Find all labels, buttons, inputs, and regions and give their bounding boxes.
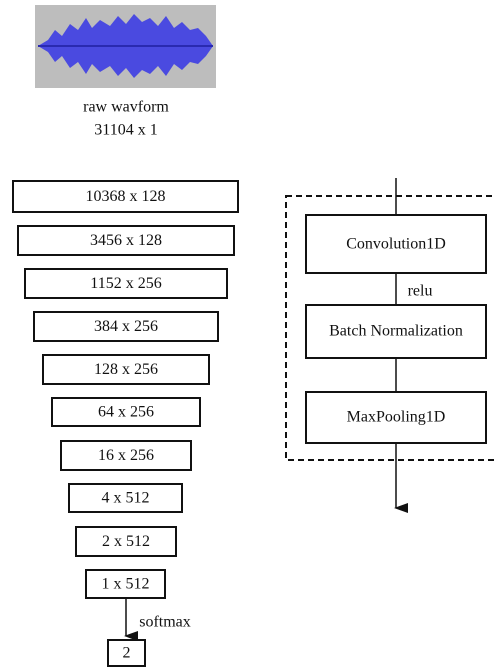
layer-shape: 1 x 512 xyxy=(102,576,150,593)
softmax-label: softmax xyxy=(139,614,191,631)
layer-shape: 10368 x 128 xyxy=(86,188,166,205)
input-shape: 31104 x 1 xyxy=(94,122,157,139)
layer-shape: 4 x 512 xyxy=(102,490,150,507)
layer-shape: 384 x 256 xyxy=(94,318,158,335)
input-label: raw wavform xyxy=(83,99,169,116)
waveform-image xyxy=(35,5,216,88)
layer-shape: 3456 x 128 xyxy=(90,232,162,249)
block-node-label: Convolution1D xyxy=(346,236,446,253)
layer-shape: 1152 x 256 xyxy=(90,275,161,292)
layer-shape: 16 x 256 xyxy=(98,447,154,464)
diagram: raw wavform 31104 x 1 10368 x 128 3456 x … xyxy=(0,0,496,668)
relu-label: relu xyxy=(408,283,433,300)
block-node-label: MaxPooling1D xyxy=(347,409,446,426)
layer-shape: 2 x 512 xyxy=(102,533,150,550)
layer-shape: 128 x 256 xyxy=(94,361,158,378)
output-shape: 2 xyxy=(123,645,131,662)
layer-shape: 64 x 256 xyxy=(98,404,154,421)
block-node-label: Batch Normalization xyxy=(329,323,463,340)
